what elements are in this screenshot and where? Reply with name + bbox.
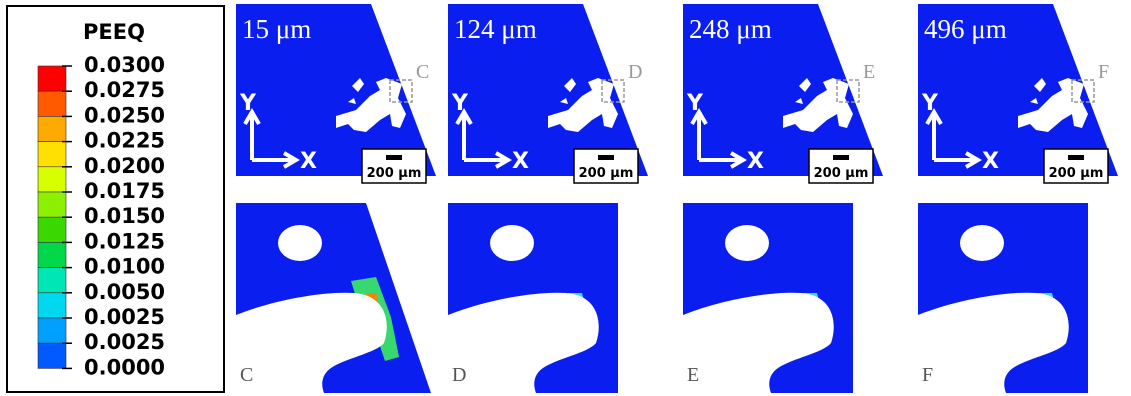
color-band [37,292,67,319]
pore-cluster [548,78,618,132]
axis-arrows [690,108,747,169]
color-band [37,65,67,92]
legend-label: 0.0000 [84,355,165,379]
detail-label: E [863,61,875,83]
axis-arrows [455,108,512,169]
detail-box [1071,79,1095,103]
notch [683,292,834,393]
detail-panel: C [236,203,431,393]
overview-panel: C 15 μm Y X 200 μm [236,4,436,184]
legend-label: 0.0125 [84,229,165,253]
legend-label: 0.0250 [84,103,165,127]
color-band [37,317,67,344]
detail-tag: C [240,364,253,386]
axis-arrows [925,108,982,169]
pore [278,225,322,261]
pore-cluster [336,78,406,132]
detail-panel: F [918,203,1088,393]
color-band [37,267,67,294]
detail-tag: D [452,364,466,386]
scale-bar-label: 200 μm [1049,166,1104,181]
pore-cluster [1018,78,1088,132]
pore [960,225,1004,261]
axis-arrows [243,108,300,169]
color-band [37,216,67,243]
pore [490,225,534,261]
detail-label: D [628,61,642,83]
scale-bar-box [573,148,639,184]
detail-panel: E [683,203,853,393]
legend-label: 0.0200 [84,154,165,178]
notch [448,292,599,393]
notch [236,292,387,393]
legend-label: 0.0300 [84,53,165,77]
legend-label: 0.0150 [84,204,165,228]
detail-box [389,79,413,103]
color-band [37,141,67,168]
detail-box [836,79,860,103]
scale-bar-box [361,148,427,184]
overview-panel: D 124 μm Y X 200 μm [448,4,648,184]
legend-title: PEEQ [83,20,145,44]
legend-label: 0.0275 [84,78,165,102]
scale-bar-label: 200 μm [367,166,422,181]
legend-label: 0.0225 [84,129,165,153]
color-band [37,242,67,268]
legend-label: 0.0050 [84,280,165,304]
thickness-label: 248 μm [689,14,772,44]
scale-bar [1068,155,1084,160]
axis-y-label: Y [451,91,469,116]
scale-bar [833,155,849,160]
color-band [37,166,67,193]
legend-label: 0.0175 [84,179,165,203]
scale-bar-label: 200 μm [814,166,869,181]
specimen [918,4,1118,176]
scale-bar-label: 200 μm [579,166,634,181]
detail-tag: F [922,364,933,386]
detail-panel: D [448,203,618,393]
axis-x-label: X [512,149,529,174]
axis-x-label: X [747,149,764,174]
axis-x-label: X [300,149,317,174]
axis-y-label: Y [686,91,704,116]
axis-y-label: Y [239,91,257,116]
scale-bar [386,155,402,160]
notch [918,292,1069,393]
color-band [37,342,67,369]
color-band [37,90,67,117]
pore-cluster [783,78,853,132]
detail-box [601,79,625,103]
thickness-label: 15 μm [242,14,311,44]
axis-x-label: X [982,149,999,174]
scale-bar-box [808,148,874,184]
specimen [683,4,883,176]
axis-y-label: Y [921,91,939,116]
color-band [37,191,67,218]
scale-bar-box [1043,148,1109,184]
legend-label: 0.0100 [84,255,165,279]
scale-bar [598,155,614,160]
detail-label: F [1098,61,1109,83]
specimen [448,4,648,176]
legend-label: 0.0025 [84,305,165,329]
specimen [236,4,436,176]
overview-panel: E 248 μm Y X 200 μm [683,4,883,184]
detail-tag: E [687,364,699,386]
legend-label: 0.0025 [84,330,165,354]
thickness-label: 496 μm [924,14,1007,44]
thickness-label: 124 μm [454,14,537,44]
overview-panel: F 496 μm Y X 200 μm [918,4,1118,184]
detail-label: C [416,61,429,83]
pore [725,225,769,261]
color-band [37,116,67,142]
